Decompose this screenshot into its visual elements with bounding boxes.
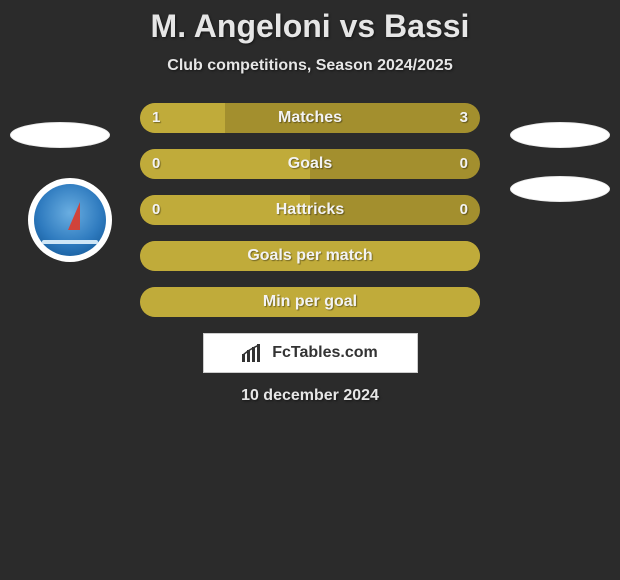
brand-text: FcTables.com [272, 344, 378, 362]
stat-bar: 13Matches [140, 103, 480, 133]
brand-tag: FcTables.com [203, 333, 418, 373]
comparison-bars: 13Matches 00Goals 00Hattricks Goals per mat… [140, 103, 480, 317]
stat-label: Matches [140, 103, 480, 133]
date: 10 december 2024 [0, 387, 620, 405]
barchart-icon [242, 344, 264, 362]
wave-icon [42, 240, 98, 244]
stat-label: Goals per match [140, 241, 480, 271]
stat-label: Hattricks [140, 195, 480, 225]
right-player-avatar [510, 122, 610, 148]
stat-bar: 00Hattricks [140, 195, 480, 225]
club-badge-art [34, 184, 106, 256]
sail-icon [68, 202, 80, 230]
stat-bar: 00Goals [140, 149, 480, 179]
right-club-badge [510, 176, 610, 202]
stat-label: Min per goal [140, 287, 480, 317]
stat-bar: Min per goal [140, 287, 480, 317]
left-club-badge [28, 178, 112, 262]
left-player-avatar [10, 122, 110, 148]
page-title: M. Angeloni vs Bassi [0, 8, 620, 45]
stat-label: Goals [140, 149, 480, 179]
subtitle: Club competitions, Season 2024/2025 [0, 57, 620, 75]
stat-bar: Goals per match [140, 241, 480, 271]
